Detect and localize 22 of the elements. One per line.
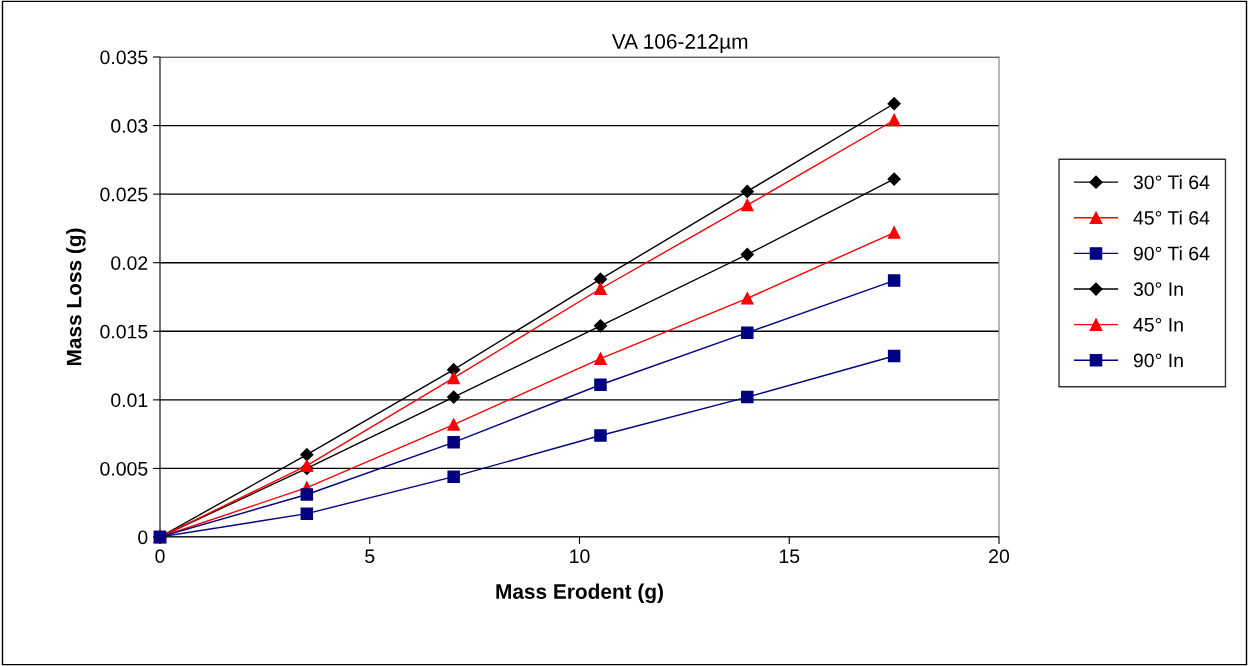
legend-label: 45° In [1133,317,1183,332]
legend-label: 30° Ti 64 [1133,174,1210,190]
y-tick-label: 0.035 [100,50,148,65]
legend-label: 45° Ti 64 [1133,210,1210,225]
x-tick-label: 0 [155,549,165,564]
y-axis-title: Mass Loss (g) [66,228,86,366]
y-tick-label: 0 [138,530,148,545]
legend-label: 90° Ti 64 [1133,246,1210,261]
y-tick-label: 0.025 [100,187,148,202]
x-axis-title: Mass Erodent (g) [496,583,663,604]
y-tick-label: 0.02 [111,256,148,270]
legend-label: 90° In [1133,353,1183,368]
y-tick-label: 0.03 [111,119,148,133]
y-tick-label: 0.01 [111,393,148,408]
y-tick-label: 0.015 [100,324,148,339]
x-tick-label: 15 [779,549,800,564]
x-tick-label: 5 [365,549,375,564]
x-tick-label: 20 [989,549,1010,564]
y-tick-label: 0.005 [100,461,148,476]
chart-title: VA 106-212µm [611,34,748,53]
x-tick-label: 10 [570,549,590,564]
legend-label: 30° In [1133,282,1183,297]
